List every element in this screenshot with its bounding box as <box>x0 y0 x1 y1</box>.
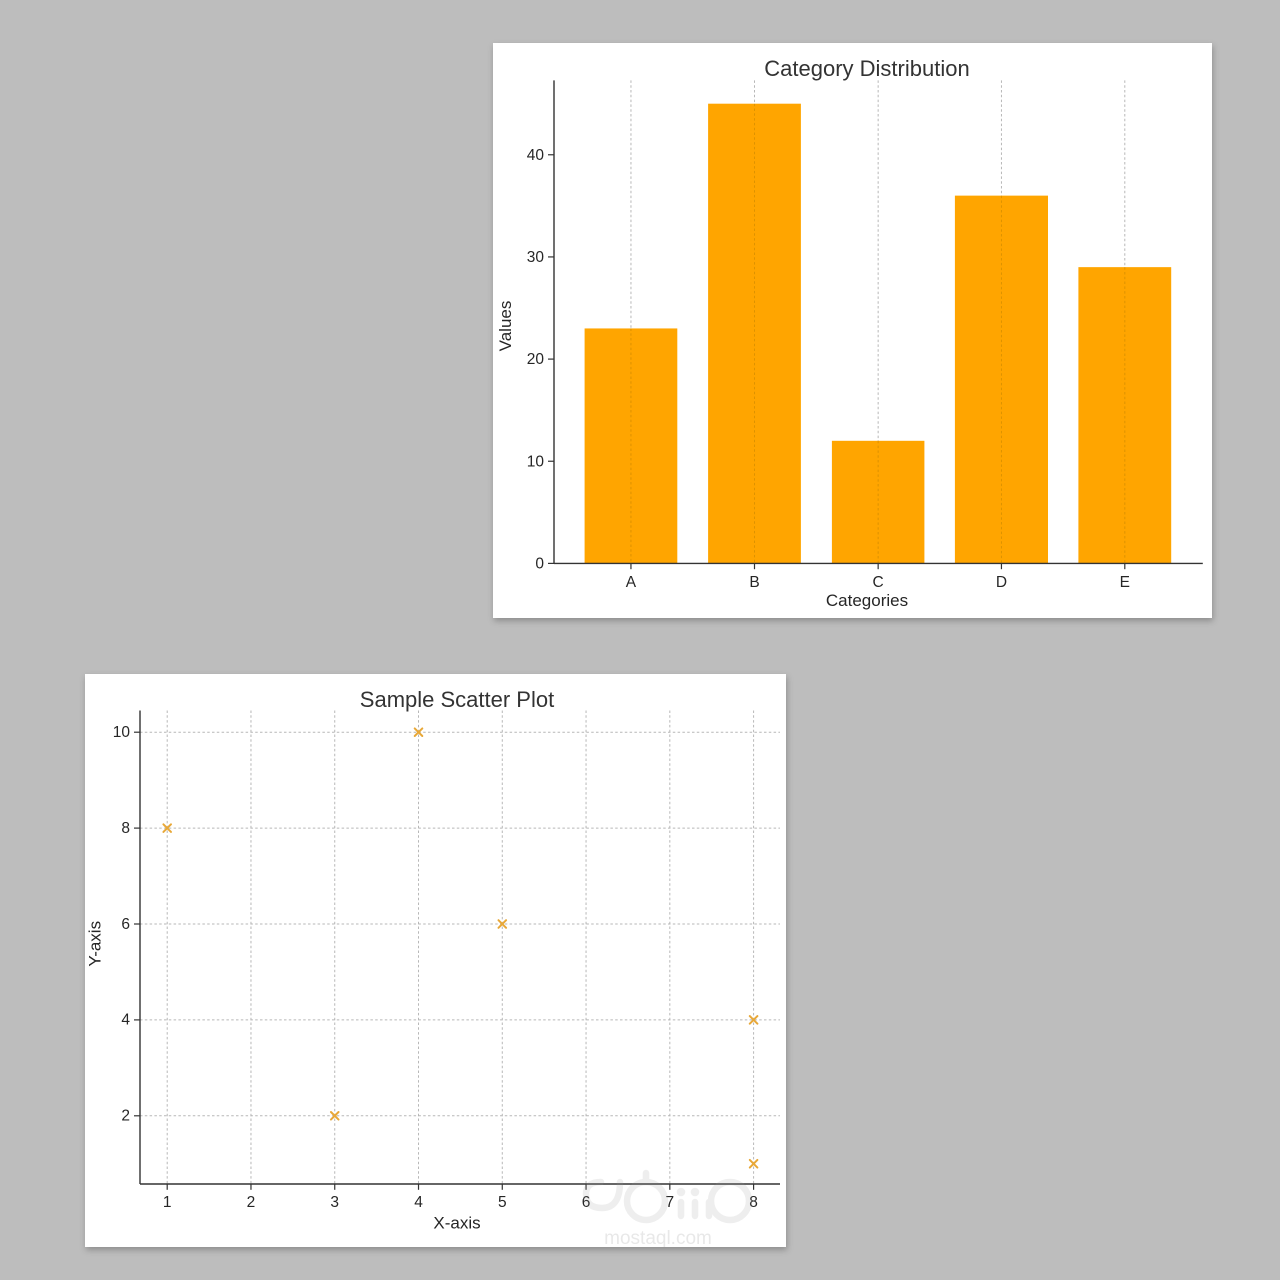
svg-text:Values: Values <box>496 301 515 352</box>
svg-text:20: 20 <box>527 351 545 368</box>
svg-text:Category Distribution: Category Distribution <box>764 56 969 81</box>
svg-text:mostaql.com: mostaql.com <box>604 1228 712 1247</box>
svg-text:4: 4 <box>121 1012 130 1029</box>
svg-text:5: 5 <box>498 1194 507 1211</box>
svg-text:4: 4 <box>414 1194 423 1211</box>
svg-text:C: C <box>873 574 884 591</box>
svg-text:8: 8 <box>121 820 130 837</box>
svg-text:Sample Scatter Plot: Sample Scatter Plot <box>360 687 554 712</box>
svg-text:2: 2 <box>247 1194 256 1211</box>
svg-text:B: B <box>749 574 759 591</box>
svg-text:0: 0 <box>535 556 544 573</box>
svg-text:E: E <box>1120 574 1130 591</box>
svg-text:10: 10 <box>113 724 131 741</box>
svg-text:Y-axis: Y-axis <box>86 921 105 967</box>
svg-text:6: 6 <box>121 916 130 933</box>
svg-text:30: 30 <box>527 249 545 266</box>
svg-text:A: A <box>626 574 637 591</box>
svg-text:40: 40 <box>527 147 545 164</box>
svg-text:2: 2 <box>121 1108 130 1125</box>
svg-text:Categories: Categories <box>826 591 908 610</box>
svg-text:1: 1 <box>163 1194 172 1211</box>
svg-text:D: D <box>996 574 1007 591</box>
svg-text:10: 10 <box>527 453 545 470</box>
svg-text:X-axis: X-axis <box>433 1213 480 1232</box>
svg-text:3: 3 <box>330 1194 339 1211</box>
